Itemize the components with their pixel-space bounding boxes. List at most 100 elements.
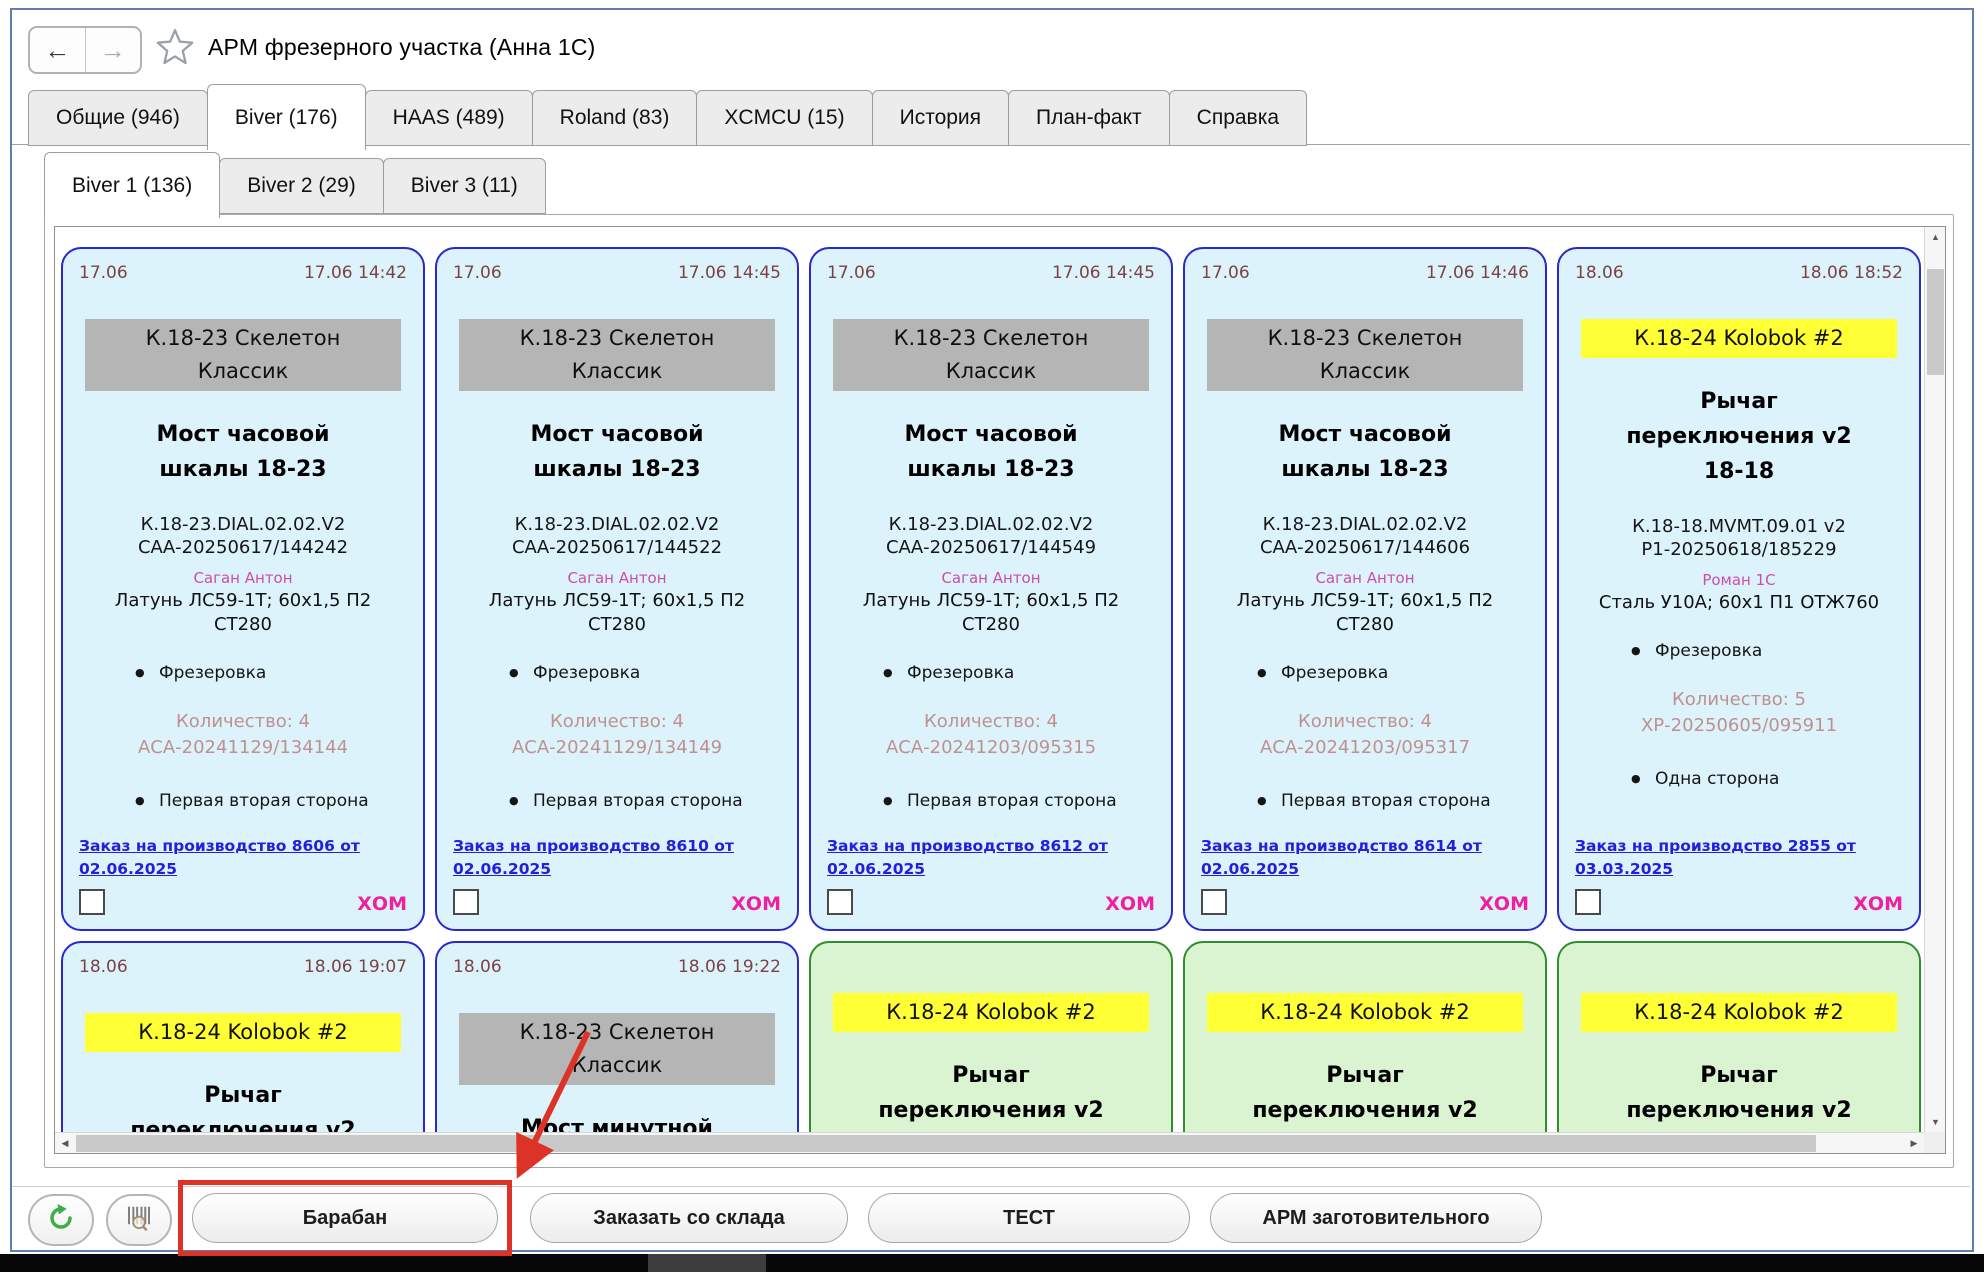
card-material: Латунь ЛС59-1Т; 60х1,5 П2 СТ280 [114, 590, 372, 635]
scroll-left-icon[interactable]: ◀ [61, 1138, 69, 1148]
card-quantity: Количество: 5 [1672, 689, 1806, 710]
main-tab-3[interactable]: Roland (83) [531, 90, 698, 146]
order-card[interactable]: 17.06 17.06 14:46 К.18-23 Скелетон Класс… [1183, 247, 1547, 931]
order-card[interactable]: 17.06 17.06 14:42 К.18-23 Скелетон Класс… [61, 247, 425, 931]
card-model-banner: К.18-24 Kolobok #2 [833, 993, 1149, 1032]
card-author: Саган Антон [567, 569, 667, 587]
order-card[interactable]: 18.06 18.06 18:52 К.18-24 Kolobok #2 Рыч… [1557, 247, 1921, 931]
order-card[interactable]: 18.06 18.06 19:22 К.18-23 Скелетон Класс… [435, 941, 799, 1132]
card-model-banner: К.18-23 Скелетон Классик [833, 319, 1149, 391]
card-quantity: Количество: 4 [924, 711, 1058, 732]
card-checkbox[interactable] [1575, 889, 1601, 915]
card-date-updated: 17.06 14:46 [1425, 263, 1529, 283]
main-tab-0[interactable]: Общие (946) [28, 90, 208, 146]
card-operation-1: Фрезеровка [453, 663, 781, 683]
production-order-link[interactable]: Заказ на производство 8610 от 02.06.2025 [453, 837, 734, 878]
forward-button[interactable]: → [99, 34, 126, 65]
page-title: АРМ фрезерного участка (Анна 1С) [208, 34, 596, 60]
card-material: Латунь ЛС59-1Т; 60х1,5 П2 СТ280 [488, 590, 746, 635]
main-tab-1-active[interactable]: Biver (176) [206, 84, 366, 150]
main-tab-7[interactable]: Справка [1168, 90, 1308, 146]
favorite-star-icon[interactable] [154, 26, 196, 73]
card-order-code: САА-20250617/144242 [137, 537, 349, 558]
taskbar-app-segment[interactable] [648, 1254, 766, 1272]
barcode-scan-icon [124, 1203, 154, 1238]
card-part-title: Рычаг переключения v2 18-18 [878, 1063, 1104, 1123]
card-order-code: САА-20250617/144522 [511, 537, 723, 558]
refresh-icon [46, 1203, 76, 1238]
card-model-banner: К.18-24 Kolobok #2 [1581, 993, 1897, 1032]
order-card[interactable]: К.18-24 Kolobok #2 Рычаг переключения v2… [1183, 941, 1547, 1132]
order-card[interactable]: 17.06 17.06 14:45 К.18-23 Скелетон Класс… [809, 247, 1173, 931]
main-tabbar: Общие (946) Biver (176) HAAS (489) Roland (… [28, 84, 1308, 150]
production-order-link[interactable]: Заказ на производство 8606 от 02.06.2025 [79, 837, 360, 878]
production-order-link[interactable]: Заказ на производство 8612 от 02.06.2025 [827, 837, 1108, 878]
card-quantity: Количество: 4 [176, 711, 310, 732]
card-date-updated: 17.06 14:45 [1051, 263, 1155, 283]
card-dates: 17.06 17.06 14:45 [827, 263, 1155, 283]
highlight-red-box [178, 1180, 512, 1256]
main-tab-6[interactable]: План-факт [1008, 90, 1170, 146]
test-button[interactable]: ТЕСТ [868, 1193, 1190, 1243]
baraban-button[interactable]: Барабан [192, 1193, 498, 1243]
sub-tab-1[interactable]: Biver 2 (29) [219, 158, 384, 214]
card-operation-2: Первая вторая сторона [453, 791, 781, 811]
order-card[interactable]: 17.06 17.06 14:45 К.18-23 Скелетон Класс… [435, 247, 799, 931]
card-part-title: Мост часовой шкалы 18-23 [1278, 422, 1452, 482]
card-checkbox[interactable] [79, 889, 105, 915]
taskbar-strip [0, 1254, 1984, 1272]
card-footer: ХОМ [1201, 889, 1529, 915]
card-date-updated: 17.06 14:42 [303, 263, 407, 283]
order-from-warehouse-button[interactable]: Заказать со склада [530, 1193, 848, 1243]
order-card[interactable]: К.18-24 Kolobok #2 Рычаг переключения v2… [1557, 941, 1921, 1132]
main-tab-4[interactable]: XCMCU (15) [696, 90, 873, 146]
card-author: Саган Антон [193, 569, 293, 587]
card-part-code: К.18-23.DIAL.02.02.V2 [888, 514, 1094, 535]
card-author: Саган Антон [941, 569, 1041, 587]
card-date-start: 17.06 [453, 263, 502, 283]
back-button[interactable]: ← [30, 28, 86, 72]
card-part-title: Рычаг переключения v2 18-18 [1252, 1063, 1478, 1123]
order-card[interactable]: 18.06 18.06 19:07 К.18-24 Kolobok #2 Рыч… [61, 941, 425, 1132]
scroll-up-icon[interactable]: ▲ [1931, 232, 1940, 242]
card-checkbox[interactable] [827, 889, 853, 915]
production-order-link[interactable]: Заказ на производство 8614 от 02.06.2025 [1201, 837, 1482, 878]
card-author: Саган Антон [1315, 569, 1415, 587]
main-tab-2[interactable]: HAAS (489) [364, 90, 533, 146]
card-quantity-block: Количество: 4 АСА-20241129/134144 [79, 709, 407, 761]
main-tab-5[interactable]: История [871, 90, 1010, 146]
card-date-updated: 18.06 19:22 [677, 957, 781, 977]
card-part-code: К.18-23.DIAL.02.02.V2 [140, 514, 346, 535]
card-footer: ХОМ [79, 889, 407, 915]
horizontal-scrollbar[interactable]: ◀ ▶ [55, 1132, 1924, 1153]
card-checkbox[interactable] [453, 889, 479, 915]
card-dates: 18.06 18.06 19:22 [453, 957, 781, 977]
card-checkbox[interactable] [1201, 889, 1227, 915]
card-quantity-code: АСА-20241203/095315 [885, 737, 1097, 758]
card-quantity: Количество: 4 [1298, 711, 1432, 732]
scroll-down-icon[interactable]: ▼ [1931, 1117, 1940, 1127]
card-part-code: К.18-23.DIAL.02.02.V2 [514, 514, 720, 535]
vertical-scroll-thumb[interactable] [1927, 269, 1944, 375]
card-material: Латунь ЛС59-1Т; 60х1,5 П2 СТ280 [1236, 590, 1494, 635]
sub-tab-2[interactable]: Biver 3 (11) [382, 158, 546, 214]
vertical-scrollbar[interactable]: ▲ ▼ [1924, 227, 1945, 1132]
arm-zagotovitelnogo-button[interactable]: АРМ заготовительного [1210, 1193, 1542, 1243]
card-operation-1: Фрезеровка [1201, 663, 1529, 683]
card-date-start: 17.06 [1201, 263, 1250, 283]
card-part-code: К.18-18.MVMT.09.01 v2 [1632, 516, 1846, 537]
sub-tab-0-active[interactable]: Biver 1 (136) [44, 152, 221, 218]
card-date-start: 18.06 [1575, 263, 1624, 283]
barcode-scan-button[interactable] [106, 1194, 172, 1246]
cards-viewport: 17.06 17.06 14:42 К.18-23 Скелетон Класс… [55, 227, 1924, 1132]
card-operation-2: Первая вторая сторона [827, 791, 1155, 811]
production-order-link[interactable]: Заказ на производство 2855 от 03.03.2025 [1575, 837, 1856, 878]
scroll-right-icon[interactable]: ▶ [1910, 1138, 1918, 1148]
order-card[interactable]: К.18-24 Kolobok #2 Рычаг переключения v2… [809, 941, 1173, 1132]
horizontal-scroll-thumb[interactable] [76, 1135, 1816, 1152]
refresh-button[interactable] [28, 1194, 94, 1246]
card-footer: ХОМ [453, 889, 781, 915]
card-quantity-block: Количество: 4 АСА-20241203/095315 [827, 709, 1155, 761]
card-part-title: Рычаг переключения v2 [130, 1083, 356, 1132]
card-quantity-block: Количество: 4 АСА-20241129/134149 [453, 709, 781, 761]
